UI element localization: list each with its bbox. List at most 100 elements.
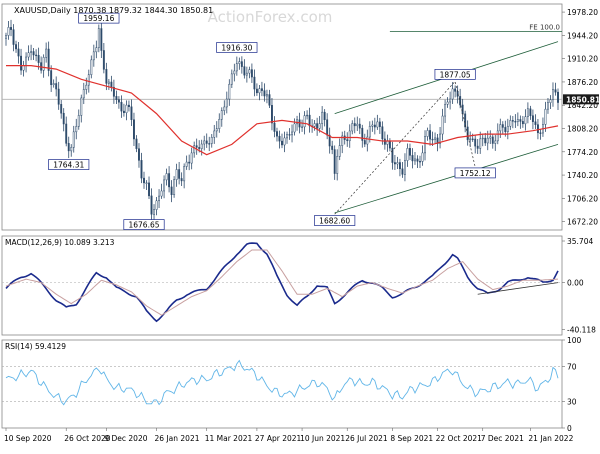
candle-body	[271, 105, 273, 124]
current-price-label: 1850.81	[566, 95, 600, 104]
candle-body	[112, 86, 115, 97]
price-annotation-label: 1676.65	[128, 221, 159, 230]
candle-body	[265, 94, 268, 97]
macd-tick-label: 35.704	[567, 237, 593, 246]
candle-body	[401, 168, 404, 175]
candle-body	[494, 140, 497, 144]
candle-body	[421, 152, 424, 162]
candle-body	[371, 124, 374, 127]
candle-body	[92, 51, 95, 61]
candle-body	[150, 195, 153, 215]
x-tick-label: 26 Jul 2021	[345, 434, 388, 443]
candle-body	[336, 156, 339, 174]
candle-body	[165, 173, 168, 181]
candle-body	[5, 35, 7, 39]
candle-body	[12, 29, 15, 45]
candle-body	[100, 28, 103, 51]
candle-body	[429, 130, 431, 140]
candle-body	[348, 130, 351, 142]
candle-body	[521, 121, 524, 125]
candle-body	[160, 190, 163, 197]
candle-body	[446, 101, 449, 105]
candle-body	[110, 81, 113, 88]
candle-body	[47, 48, 50, 71]
candle-body	[356, 123, 359, 127]
candle-body	[474, 138, 477, 147]
candle-body	[531, 115, 534, 123]
candle-body	[476, 145, 479, 149]
candle-body	[426, 130, 429, 137]
candle-body	[451, 88, 454, 100]
rsi-title: RSI(14) 59.4129	[5, 342, 66, 351]
candle-body	[557, 91, 559, 103]
candle-body	[140, 160, 143, 179]
candle-body	[301, 126, 304, 128]
candle-body	[75, 126, 78, 133]
candle-body	[406, 148, 409, 161]
candle-body	[143, 177, 145, 184]
candle-body	[444, 104, 447, 117]
candle-body	[55, 83, 58, 90]
candle-body	[52, 83, 55, 85]
candle-body	[15, 44, 17, 50]
candle-body	[170, 186, 173, 195]
price-annotation-label: 1916.30	[221, 43, 252, 52]
candle-body	[30, 51, 33, 53]
price-annotation-label: 1959.16	[83, 14, 114, 23]
candle-body	[331, 145, 334, 150]
candle-body	[80, 97, 83, 116]
candle-body	[208, 143, 211, 145]
candle-body	[509, 120, 512, 127]
candle-body	[175, 169, 178, 180]
candle-body	[37, 54, 40, 63]
price-annotation-box	[78, 12, 120, 24]
candle-body	[183, 166, 186, 182]
candle-body	[441, 115, 444, 135]
price-annotation-box	[314, 215, 356, 226]
candle-body	[316, 123, 319, 129]
candle-body	[82, 89, 85, 99]
x-tick-label: 8 Sep 2021	[390, 434, 433, 443]
candle-body	[313, 123, 316, 127]
x-tick-label: 9 Dec 2020	[104, 434, 147, 443]
candle-body	[459, 96, 462, 106]
candle-body	[268, 94, 271, 106]
candle-body	[198, 147, 201, 149]
candle-body	[138, 148, 140, 161]
candle-body	[341, 135, 344, 146]
candle-body	[534, 121, 537, 125]
candle-body	[529, 108, 532, 116]
candle-body	[145, 182, 148, 184]
candle-body	[481, 137, 484, 140]
candle-body	[260, 88, 263, 91]
candle-body	[200, 143, 203, 149]
rsi-tick-label: 0	[567, 424, 572, 433]
candle-body	[248, 69, 251, 74]
candle-body	[195, 145, 198, 148]
candle-body	[115, 96, 118, 100]
candle-body	[178, 169, 181, 179]
candle-body	[203, 140, 206, 145]
candle-body	[125, 104, 128, 114]
candle-body	[471, 138, 474, 140]
candle-body	[326, 119, 329, 136]
candle-body	[240, 61, 243, 67]
channel-lower-line	[334, 144, 559, 214]
candle-body	[243, 66, 246, 76]
candle-body	[439, 133, 442, 144]
candle-body	[27, 52, 30, 58]
rsi-line	[5, 359, 559, 406]
channel-dotted-projection	[334, 80, 476, 215]
symbol-header: XAUUSD,Daily 1870.38 1879.32 1844.30 185…	[14, 6, 213, 15]
candle-body	[539, 132, 542, 134]
candle-body	[122, 110, 125, 114]
candle-body	[190, 152, 193, 164]
candle-body	[346, 139, 349, 142]
x-tick-label: 26 Jan 2021	[155, 434, 200, 443]
candle-body	[388, 140, 391, 149]
candle-body	[303, 115, 306, 128]
candle-body	[230, 73, 233, 85]
candle-body	[117, 99, 120, 103]
price-tick-label: 1808.20	[567, 125, 598, 134]
candle-body	[50, 70, 53, 85]
